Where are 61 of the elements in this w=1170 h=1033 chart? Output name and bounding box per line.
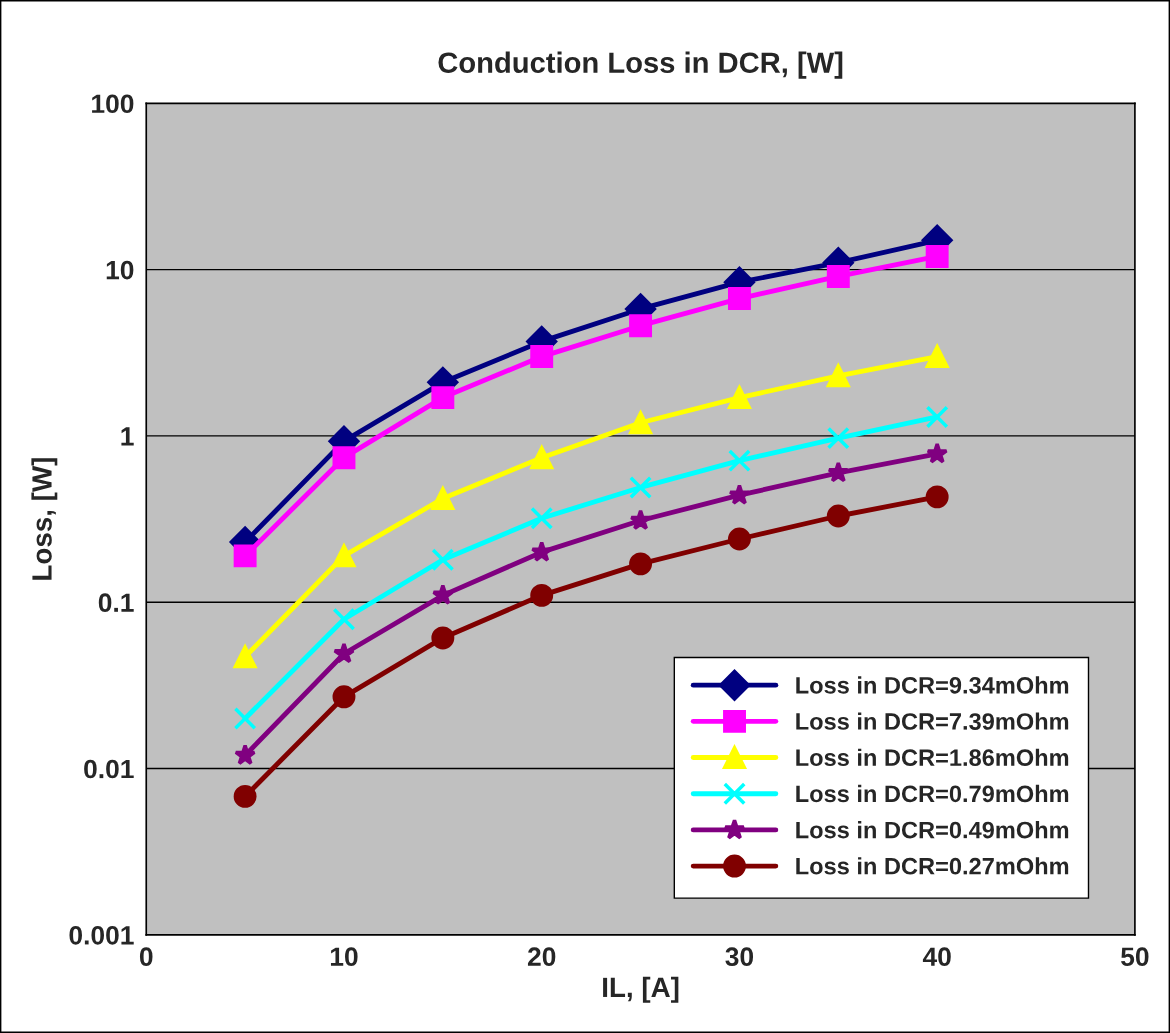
y-tick-label: 1 — [121, 427, 134, 446]
point — [727, 527, 751, 551]
point — [629, 314, 653, 338]
point — [629, 509, 652, 531]
point — [727, 386, 751, 410]
point — [233, 707, 257, 730]
legend-label: Loss in DCR=7.39mOhm — [796, 712, 1069, 730]
x-tick-label: 20 — [527, 947, 556, 967]
point — [332, 607, 356, 631]
point — [530, 446, 554, 470]
point — [332, 544, 356, 568]
y-tick-label: 100 — [92, 94, 134, 114]
x-axis-title: IL, [A] — [603, 976, 679, 1003]
point — [728, 483, 751, 505]
point — [530, 583, 554, 607]
legend-label: Loss in DCR=0.27mOhm — [796, 857, 1069, 875]
point — [826, 364, 850, 388]
point — [234, 743, 257, 765]
point — [431, 548, 455, 572]
point — [826, 264, 850, 288]
point — [826, 426, 850, 450]
legend-label: Loss in DCR=0.49mOhm — [796, 821, 1069, 839]
point — [332, 446, 356, 470]
x-tick-label: 30 — [725, 947, 754, 967]
chart-title: Conduction Loss in DCR, [W] — [438, 51, 843, 79]
point — [233, 645, 257, 669]
point — [332, 642, 355, 664]
x-tick-label: 40 — [922, 947, 951, 967]
point — [925, 244, 949, 268]
point — [332, 685, 356, 709]
x-tick-label: 0 — [139, 947, 153, 967]
point — [530, 540, 553, 562]
point — [431, 583, 454, 605]
x-tick-label: 10 — [330, 947, 358, 967]
point — [727, 287, 751, 310]
point — [926, 442, 949, 464]
y-axis-title: Loss, [W] — [31, 458, 58, 580]
point — [431, 386, 455, 410]
point — [727, 449, 751, 473]
point — [530, 345, 554, 369]
point — [431, 626, 455, 650]
y-tick-label: 0.01 — [84, 759, 134, 779]
x-tick-label: 50 — [1121, 947, 1149, 967]
legend-label: Loss in DCR=1.86mOhm — [796, 748, 1069, 767]
point — [629, 475, 653, 499]
point — [925, 345, 949, 369]
y-tick-label: 10 — [106, 260, 134, 280]
legend-label: Loss in DCR=0.79mOhm — [796, 784, 1069, 803]
point — [826, 504, 850, 528]
point — [233, 544, 257, 568]
point — [925, 485, 949, 509]
point — [233, 784, 257, 808]
legend-label: Loss in DCR=9.34mOhm — [796, 676, 1069, 694]
y-tick-label: 0.001 — [69, 926, 134, 945]
point — [629, 552, 653, 576]
point — [629, 411, 653, 435]
point — [431, 487, 455, 511]
point — [530, 506, 554, 530]
point — [925, 405, 949, 429]
y-tick-label: 0.1 — [98, 593, 134, 613]
point — [827, 461, 850, 483]
